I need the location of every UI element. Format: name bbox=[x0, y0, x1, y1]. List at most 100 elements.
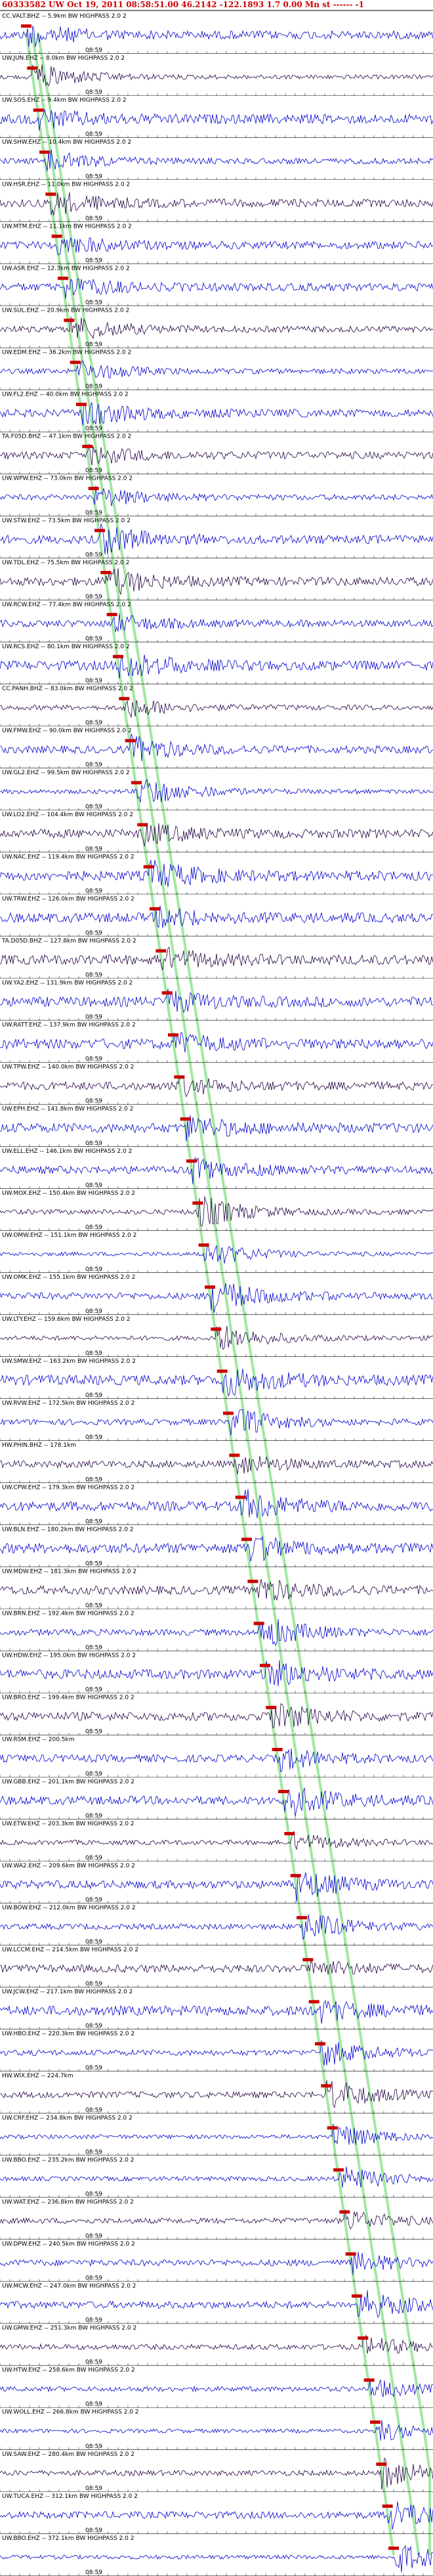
trace-label: UW.FMW.EHZ -- 90.0km BW HIGHPASS 2.0 2 bbox=[2, 728, 132, 734]
time-label: 08:59 bbox=[85, 888, 102, 894]
time-label: 08:59 bbox=[85, 1939, 102, 1945]
pick-marker bbox=[216, 1369, 228, 1373]
waveform bbox=[0, 2545, 433, 2573]
waveform bbox=[0, 1196, 433, 1227]
trace-label: UW.NAC.EHZ -- 119.4km BW HIGHPASS 2.0 2 bbox=[2, 854, 134, 860]
waveform bbox=[0, 64, 433, 87]
waveform bbox=[0, 1369, 433, 1397]
pick-marker bbox=[229, 1453, 240, 1457]
time-label: 08:59 bbox=[85, 552, 102, 558]
pick-marker bbox=[358, 2336, 369, 2340]
trace-label: UW.SUL.EHZ -- 20.9km BW HIGHPASS 2.0 2 bbox=[2, 307, 129, 314]
waveform bbox=[0, 1659, 433, 1686]
trace-label: UW.MCW.EHZ -- 247.0km BW HIGHPASS 2.0 2 bbox=[2, 2283, 136, 2290]
trace-label: TA.D05D.BHZ -- 127.8km BW HIGHPASS 2.0 2 bbox=[1, 938, 136, 944]
trace-label: UW.HTW.EHZ -- 258.6km BW HIGHPASS 2.0 2 bbox=[2, 2367, 135, 2374]
waveform bbox=[0, 2252, 433, 2275]
trace-label: UW.HBO.EHZ -- 220.3km BW HIGHPASS 2.0 2 bbox=[2, 2031, 134, 2037]
waveform bbox=[0, 905, 433, 928]
trace-label: UW.HDW.EHZ -- 195.0km BW HIGHPASS 2.0 2 bbox=[2, 1653, 136, 1659]
trace-label: UW.LO2.EHZ -- 104.4km BW HIGHPASS 2.0 2 bbox=[2, 812, 133, 818]
waveform bbox=[0, 402, 433, 426]
waveform bbox=[0, 1115, 433, 1142]
time-label: 08:59 bbox=[85, 1392, 102, 1399]
pick-marker bbox=[33, 108, 44, 112]
trace-label: UW.RATT.EHZ -- 137.9km BW HIGHPASS 2.0 2 bbox=[2, 1022, 136, 1029]
trace-label: UW.GL2.EHZ -- 99.5km BW HIGHPASS 2.0 2 bbox=[2, 770, 130, 776]
waveform bbox=[0, 2080, 433, 2109]
trace-label: UW.CPW.EHZ -- 179.3km BW HIGHPASS 2.0 2 bbox=[2, 1484, 134, 1491]
waveform bbox=[0, 1283, 433, 1314]
trace-label: UW.TRW.EHZ -- 126.0km BW HIGHPASS 2.0 2 bbox=[2, 896, 134, 902]
pick-marker bbox=[113, 655, 123, 659]
time-label: 08:59 bbox=[85, 215, 102, 222]
trace-label: UW.TUCA.EHZ -- 312.1km BW HIGHPASS 2.0 2 bbox=[2, 2493, 138, 2500]
trace-label: UW.EDM.EHZ -- 36.2km BW HIGHPASS 2.0 2 bbox=[2, 350, 131, 356]
time-label: 08:59 bbox=[85, 1224, 102, 1231]
time-label: 08:59 bbox=[85, 1434, 102, 1441]
pick-marker bbox=[260, 1663, 270, 1667]
time-label: 08:59 bbox=[85, 1308, 102, 1315]
time-label: 08:59 bbox=[85, 1560, 102, 1567]
time-label: 08:59 bbox=[85, 173, 102, 180]
waveform bbox=[0, 1325, 433, 1350]
header: 60333582 UW Oct 19, 2011 08:58:51.00 46.… bbox=[2, 0, 364, 9]
trace-label: UW.JCW.EHZ -- 217.1km BW HIGHPASS 2.0 2 bbox=[2, 1989, 133, 1995]
pick-marker bbox=[143, 865, 154, 869]
pick-marker bbox=[64, 318, 75, 322]
pick-marker bbox=[94, 529, 105, 533]
time-label: 08:59 bbox=[85, 1098, 102, 1105]
waveform bbox=[0, 2420, 433, 2441]
time-label: 08:59 bbox=[85, 594, 102, 600]
time-label: 08:59 bbox=[85, 1056, 102, 1063]
time-label: 08:59 bbox=[85, 2065, 102, 2071]
time-label: 08:59 bbox=[85, 2023, 102, 2029]
time-label: 08:59 bbox=[85, 762, 102, 768]
trace-label: UW.SAW.EHZ -- 280.4km BW HIGHPASS 2.0 2 bbox=[2, 2451, 134, 2458]
trace-label: UW.YA2.EHZ -- 131.9km BW HIGHPASS 2.0 2 bbox=[2, 980, 133, 987]
pick-marker bbox=[70, 360, 81, 364]
time-label: 08:59 bbox=[85, 1897, 102, 1903]
trace-label: UW.WOLL.EHZ -- 266.8km BW HIGHPASS 2.0 2 bbox=[2, 2409, 139, 2416]
waveform bbox=[0, 237, 433, 255]
time-label: 08:59 bbox=[85, 2149, 102, 2155]
trace-label: UW.SMW.EHZ -- 163.2km BW HIGHPASS 2.0 2 bbox=[2, 1358, 136, 1365]
time-label: 08:59 bbox=[85, 2317, 102, 2324]
pick-marker bbox=[174, 1075, 185, 1079]
waveform bbox=[0, 278, 433, 299]
trace-label: UW.MOX.EHZ -- 150.4km BW HIGHPASS 2.0 2 bbox=[2, 1190, 135, 1197]
trace-label: CC.PANH.BHZ -- 83.0km BW HIGHPASS 2.0 2 bbox=[2, 686, 133, 692]
waveform bbox=[0, 1703, 433, 1729]
pick-marker bbox=[131, 781, 142, 785]
time-label: 08:59 bbox=[85, 1140, 102, 1147]
waveform bbox=[0, 568, 433, 596]
time-label: 08:59 bbox=[85, 131, 102, 138]
trace-label: UW.BBO.EHZ -- 372.1km BW HIGHPASS 2.0 2 bbox=[2, 2535, 134, 2542]
pick-marker bbox=[82, 444, 93, 448]
trace-label: UW.RSM.EHZ -- 200.5km bbox=[2, 1737, 75, 1743]
time-label: 08:59 bbox=[85, 510, 102, 516]
trace-label: UW.CRF.EHZ -- 234.8km BW HIGHPASS 2.0 2 bbox=[2, 2115, 133, 2121]
pick-marker bbox=[321, 2084, 332, 2088]
time-label: 08:59 bbox=[85, 426, 102, 432]
waveform bbox=[0, 1960, 433, 1975]
pick-marker bbox=[205, 1285, 215, 1289]
pick-marker bbox=[253, 1621, 264, 1625]
trace-label: UW.STW.EHZ -- 73.5km BW HIGHPASS 2.0 2 bbox=[2, 518, 131, 524]
time-label: 08:59 bbox=[85, 468, 102, 474]
pick-marker bbox=[247, 1579, 258, 1583]
pick-marker bbox=[58, 276, 68, 280]
waveform bbox=[0, 26, 433, 47]
time-label: 08:59 bbox=[85, 2191, 102, 2197]
time-label: 08:59 bbox=[85, 1518, 102, 1525]
trace-label: UW.RVW.EHZ -- 172.5km BW HIGHPASS 2.0 2 bbox=[2, 1400, 134, 1407]
time-label: 08:59 bbox=[85, 720, 102, 726]
pick-marker bbox=[51, 234, 62, 238]
time-label: 08:59 bbox=[85, 1014, 102, 1021]
pick-marker bbox=[186, 1159, 197, 1163]
trace-label: UW.ETW.EHZ -- 203.3km BW HIGHPASS 2.0 2 bbox=[2, 1821, 134, 1827]
trace-label: UW.SHW.EHZ -- 10.4km BW HIGHPASS 2.0 2 bbox=[2, 139, 131, 146]
pick-marker bbox=[211, 1327, 222, 1331]
